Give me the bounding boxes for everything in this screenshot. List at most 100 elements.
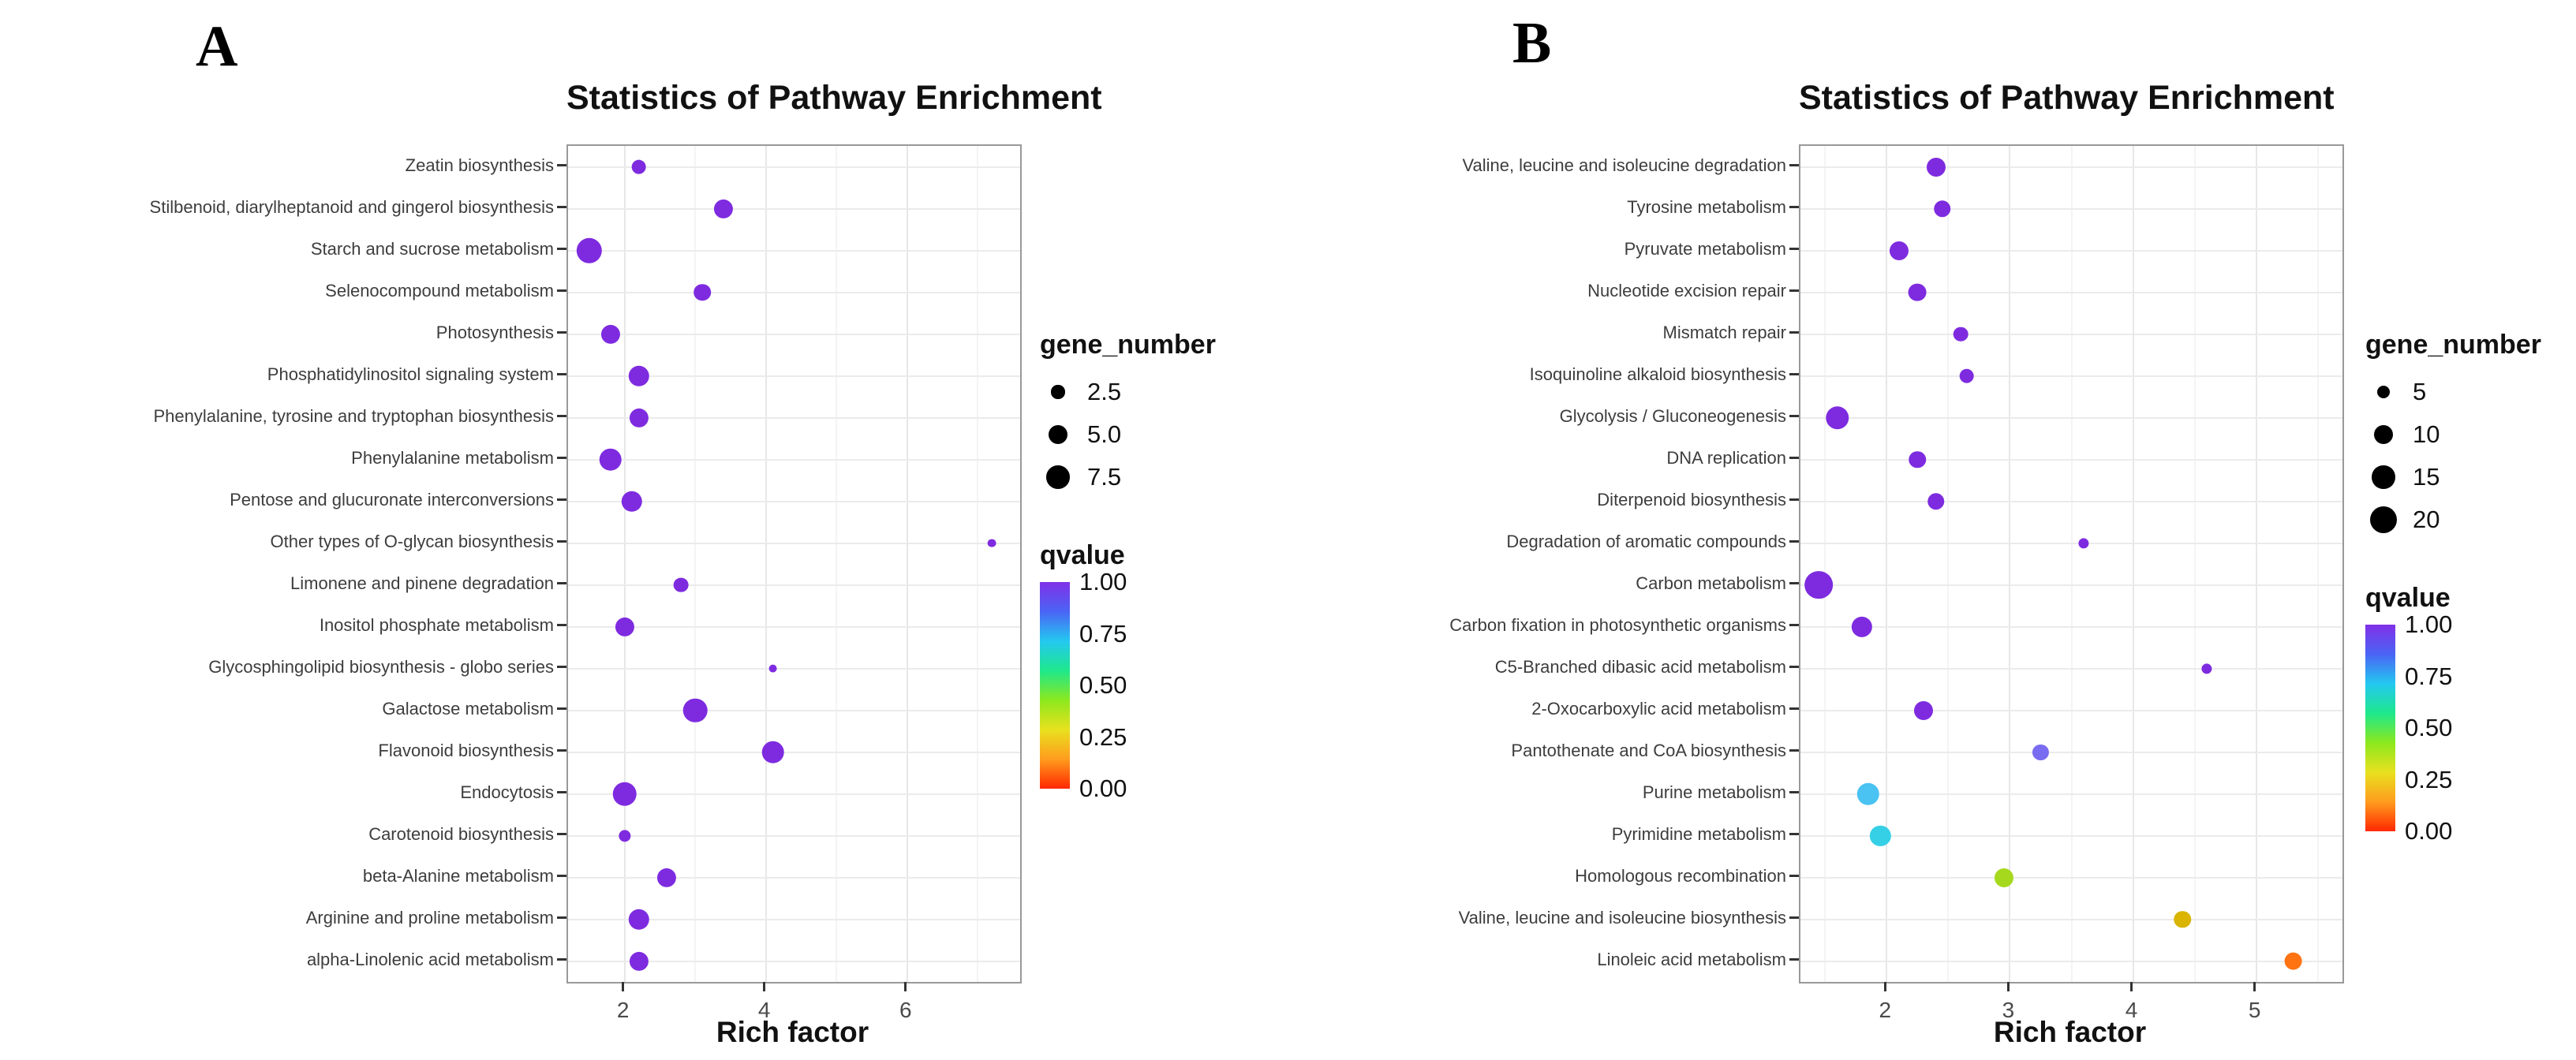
data-point [628,909,649,930]
y-axis-label: Zeatin biosynthesis [405,155,554,175]
row-gridline [1800,291,2342,293]
size-legend-item: 5.0 [1040,414,1216,455]
y-tick-mark [557,289,566,292]
x-tick-mark [2130,982,2133,991]
data-point [628,365,649,386]
y-tick-mark [557,958,566,961]
y-tick-mark [1789,457,1799,459]
data-point [576,237,603,263]
row-gridline [568,249,1020,252]
major-gridline [2009,146,2011,982]
y-tick-mark [557,206,566,208]
data-point [1994,868,2013,887]
y-axis-label: Flavonoid biosynthesis [378,740,554,760]
minor-gridline [1947,146,1950,982]
y-tick-mark [557,875,566,877]
colorbar-tick-label: 0.25 [1079,722,1127,751]
y-axis-label: Carbon metabolism [1636,573,1786,593]
row-gridline [568,960,1020,962]
row-gridline [568,584,1020,586]
data-point [1926,157,1946,177]
size-legend-dot [2370,506,2397,533]
colorbar-tick-label: 0.00 [2405,817,2453,845]
row-gridline [568,709,1020,711]
y-axis-label: Phenylalanine, tyrosine and tryptophan b… [153,405,554,426]
row-gridline [1800,918,2342,920]
y-tick-mark [1789,415,1799,417]
major-gridline [2255,146,2257,982]
minor-gridline [1824,146,1826,982]
row-gridline [1800,876,2342,879]
y-tick-mark [1789,958,1799,961]
data-point [768,664,778,673]
y-tick-mark [557,707,566,710]
x-tick-label: 5 [2248,998,2261,1022]
y-axis-label: alpha-Linolenic acid metabolism [306,949,554,969]
y-axis-label: Valine, leucine and isoleucine degradati… [1462,155,1786,175]
plot-area-b [1799,144,2344,983]
row-gridline [568,876,1020,879]
y-tick-mark [557,833,566,835]
legend-b: gene_number 5 10 15 20 qvalue 1.00 0.75 0.50 0… [2365,330,2541,845]
x-tick-label: 4 [2125,998,2138,1022]
size-legend-dot-cell [2365,374,2402,410]
y-axis-label: Pantothenate and CoA biosynthesis [1511,740,1786,760]
size-legend-label: 2.5 [1087,378,1122,405]
x-axis-title-b: Rich factor [1993,1016,2147,1048]
y-axis-label: Limonene and pinene degradation [290,573,554,593]
x-tick-mark [763,982,766,991]
x-tick-mark [2253,982,2256,991]
data-point [618,829,631,842]
size-legend-dot-cell [1040,416,1076,453]
row-gridline [568,166,1020,168]
y-tick-mark [557,624,566,626]
color-legend-b: 1.00 0.75 0.50 0.25 0.00 [2365,610,2541,845]
data-point [629,408,649,427]
row-gridline [1800,458,2342,461]
y-axis-label: Starch and sucrose metabolism [310,238,554,259]
y-axis-label: Galactose metabolism [382,698,554,718]
x-tick-mark [2006,982,2010,991]
y-tick-mark [1789,331,1799,334]
data-point [1933,200,1951,218]
row-gridline [1800,960,2342,962]
data-point [600,324,620,344]
row-gridline [568,500,1020,502]
panel-b-chart-title: Statistics of Pathway Enrichment [1799,79,2335,117]
major-gridline [1886,146,1888,982]
row-gridline [568,458,1020,461]
data-point [1851,616,1873,637]
major-gridline [2132,146,2134,982]
y-tick-mark [1789,833,1799,835]
size-legend-dot [1051,385,1065,399]
y-axis-label: Stilbenoid, diarylheptanoid and gingerol… [149,196,554,217]
y-axis-label: Inositol phosphate metabolism [319,614,554,635]
data-point [1804,570,1834,599]
data-point [2032,744,2049,760]
colorbar-tick-label: 0.00 [1079,774,1127,802]
y-axis-label: Tyrosine metabolism [1627,196,1786,217]
y-tick-mark [557,666,566,668]
data-point [1856,782,1880,805]
size-legend-items-a: 2.5 5.0 7.5 [1040,371,1216,498]
y-axis-label: Glycosphingolipid biosynthesis - globo s… [208,656,554,677]
data-point [615,617,634,636]
colorbar-tick-label: 1.00 [1079,568,1127,595]
row-gridline [568,416,1020,419]
qvalue-colorbar-a [1040,582,1070,789]
size-legend-label: 15 [2413,463,2440,491]
y-axis-label: beta-Alanine metabolism [362,865,554,886]
x-tick-label: 6 [899,998,912,1022]
size-legend-title-b: gene_number [2365,330,2541,360]
size-legend-dot [1048,424,1068,445]
row-gridline [568,667,1020,670]
y-tick-mark [557,457,566,459]
data-point [629,951,649,971]
y-axis-label: Pentose and glucuronate interconversions [230,489,554,509]
data-point [1889,241,1909,260]
data-point [2174,910,2191,928]
data-point [2078,537,2089,549]
major-gridline [765,146,767,982]
y-tick-mark [1789,164,1799,166]
